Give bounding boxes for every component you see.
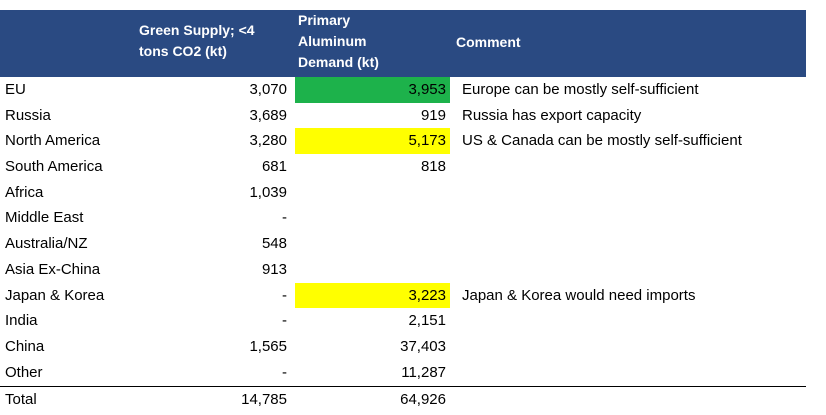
demand-cell: 11,287 [401,363,446,381]
header-demand-line1: Primary [298,12,351,28]
demand-cell [295,257,450,283]
demand-cell [295,231,450,257]
table-row: Asia Ex-China 913 [0,257,806,283]
region-cell: Japan & Korea [5,286,105,304]
table-header: Green Supply; <4 tons CO2 (kt) Primary A… [0,10,806,77]
green-supply-cell: 913 [261,260,287,278]
region-cell: Other [5,363,43,381]
demand-cell [295,180,450,206]
table-row: Australia/NZ 548 [0,231,806,257]
table-row: Other - 11,287 [0,360,806,386]
demand-cell: 2,151 [408,312,446,330]
region-cell: China [5,337,45,355]
header-green-supply-line2: tons CO2 (kt) [139,43,227,59]
table-row: Japan & Korea -3,223 Japan & Korea would n… [0,282,806,309]
demand-cell: 919 [420,106,446,124]
green-supply-cell: - [282,209,287,227]
comment-cell: Russia has export capacity [462,106,642,124]
demand-cell [295,205,450,231]
green-supply-cell: 1,565 [249,337,287,355]
green-supply-cell: 3,280 [249,132,287,150]
header-comment: Comment [456,34,521,50]
green-supply-cell: 681 [261,158,287,176]
region-cell: India [5,312,38,330]
demand-cell: 818 [420,158,446,176]
total-label: Total [5,391,37,409]
header-demand-line2: Aluminum [298,33,367,49]
table-row: EU 3,070 3,953 Europe can be mostly self-su… [0,77,806,103]
header-green-supply-line1: Green Supply; <4 [139,22,255,38]
region-cell: EU [5,81,26,98]
region-cell: South America [5,158,103,176]
comment-cell: Europe can be mostly self-sufficient [462,81,699,98]
green-supply-cell: 548 [261,235,287,253]
region-cell: Russia [5,106,51,124]
green-supply-cell: - [282,286,287,304]
region-cell: Middle East [5,209,84,227]
green-supply-cell: 3,070 [249,81,287,98]
table-row: North America 3,280 5,173 US & Canada can b… [0,128,806,155]
header-green-supply: Green Supply; <4 tons CO2 (kt) [139,20,255,62]
table-row: Africa 1,039 [0,180,806,206]
region-cell: Australia/NZ [5,235,88,253]
table-body: EU 3,070 3,953 Europe can be mostly self-su… [0,77,806,385]
table-row: Middle East - [0,205,806,231]
demand-cell: 5,173 [295,128,450,155]
demand-cell: 3,953 [295,77,450,103]
comment-cell: US & Canada can be mostly self-sufficien… [462,132,742,150]
table-row: South America 681 818 [0,154,806,180]
header-demand-line3: Demand (kt) [298,54,379,70]
total-row: Total 14,785 64,926 [0,386,806,413]
total-demand: 64,926 [400,391,446,409]
header-demand: Primary Aluminum Demand (kt) [298,10,379,73]
green-supply-cell: - [282,312,287,330]
green-supply-cell: 1,039 [249,183,287,201]
table-row: Russia 3,689 919 Russia has export capacity [0,103,806,129]
comment-cell: Japan & Korea would need imports [462,286,696,304]
table-row: India - 2,151 [0,308,806,334]
region-cell: North America [5,132,101,150]
region-cell: Africa [5,183,44,201]
green-supply-cell: 3,689 [249,106,287,124]
region-cell: Asia Ex-China [5,260,101,278]
total-green-supply: 14,785 [241,391,287,409]
demand-cell: 37,403 [400,337,446,355]
green-supply-cell: - [282,363,287,381]
demand-cell: 3,223 [295,282,450,309]
table-row: China 1,565 37,403 [0,334,806,360]
supply-demand-table: Green Supply; <4 tons CO2 (kt) Primary A… [0,10,806,413]
